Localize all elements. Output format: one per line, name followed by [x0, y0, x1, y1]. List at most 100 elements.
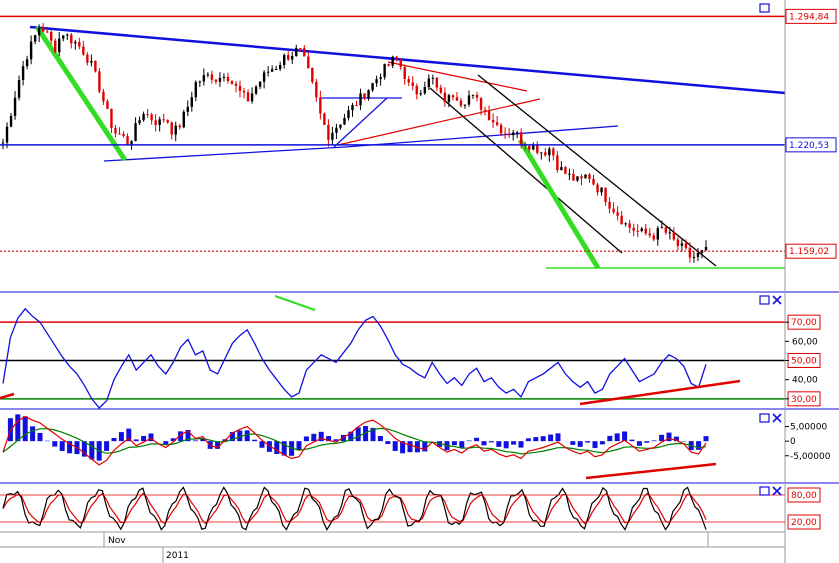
macd-histogram-bar: [496, 441, 502, 447]
candle-body: [162, 119, 165, 121]
candle-body: [186, 106, 189, 112]
macd-histogram-bar: [252, 439, 258, 442]
rsi-level-label: 70,00: [791, 318, 817, 328]
candle-body: [98, 71, 101, 92]
macd-histogram-bar: [355, 427, 361, 442]
macd-histogram-bar: [651, 440, 657, 442]
macd-histogram-bar: [451, 441, 457, 446]
price-level-box: [785, 137, 837, 153]
candle-body: [395, 56, 398, 60]
macd-histogram-bar: [148, 433, 154, 442]
candle-body: [238, 85, 242, 91]
candle-body: [41, 27, 45, 32]
candle-body: [198, 81, 202, 83]
candle-body: [640, 228, 643, 232]
macd-histogram-bar: [540, 436, 546, 442]
macd-histogram-bar: [533, 437, 539, 442]
macd-histogram-bar: [363, 426, 369, 442]
candle-body: [620, 215, 623, 225]
candle-body: [86, 54, 89, 63]
green-swing-2: [517, 138, 601, 270]
candle-body: [588, 174, 591, 179]
candle-body: [556, 155, 559, 170]
candle-body: [158, 119, 161, 125]
macd-histogram-bar: [281, 441, 287, 456]
candle-body: [467, 95, 471, 105]
candle-body: [515, 132, 519, 134]
panel-maximize-icon[interactable]: [759, 486, 770, 496]
candle-body: [1, 142, 5, 144]
candle-body: [21, 66, 25, 80]
resistance-trendline: [29, 25, 786, 95]
candle-body: [230, 80, 234, 84]
macd-histogram-bar: [636, 441, 642, 446]
candle-body: [327, 124, 330, 140]
macd-histogram-bar: [370, 427, 376, 442]
macd-tick-label: 0: [790, 437, 796, 447]
candle-body: [387, 64, 390, 66]
candle-body: [270, 69, 274, 72]
macd-histogram-bar: [666, 432, 672, 442]
panel-maximize-icon[interactable]: [759, 295, 770, 305]
stochastic-k-line: [2, 486, 707, 531]
macd-histogram-bar: [525, 438, 531, 442]
candle-body: [126, 136, 129, 145]
candle-body: [447, 95, 451, 103]
panel-close-icon[interactable]: [772, 295, 782, 305]
panel-maximize-icon[interactable]: [759, 3, 770, 13]
candle-body: [451, 95, 455, 98]
candle-body: [660, 227, 664, 229]
macd-histogram-bar: [126, 428, 132, 442]
macd-histogram-bar: [622, 431, 628, 442]
candle-body: [411, 82, 414, 86]
macd-histogram-bar: [607, 435, 613, 442]
candle-body: [672, 232, 676, 240]
price-level-box: [785, 8, 837, 24]
candle-body: [319, 97, 322, 114]
candle-body: [536, 145, 539, 153]
macd-histogram-bar: [326, 436, 332, 442]
candle-body: [499, 124, 503, 134]
candle-body: [13, 97, 17, 116]
candle-body: [592, 178, 595, 185]
candle-body: [431, 77, 435, 79]
candle-body: [419, 93, 422, 95]
candle-body: [355, 105, 358, 107]
candle-body: [347, 110, 350, 118]
candle-body: [254, 86, 258, 94]
macd-histogram-bar: [437, 441, 443, 447]
macd-histogram-bar: [474, 437, 480, 442]
macd-histogram-bar: [614, 433, 620, 442]
macd-histogram-bar: [52, 441, 58, 447]
candle-body: [94, 60, 97, 72]
macd-histogram-bar: [407, 441, 413, 453]
candle-body: [688, 247, 692, 258]
macd-histogram-bar: [673, 436, 679, 442]
macd-histogram-bar: [237, 430, 243, 442]
candle-body: [532, 145, 535, 150]
macd-histogram-bar: [81, 441, 87, 457]
green-swing-1: [34, 25, 128, 162]
candle-body: [656, 228, 659, 240]
rsi-level-label: 30,00: [791, 395, 817, 405]
candle-body: [427, 78, 431, 88]
macd-histogram-bar: [178, 431, 184, 442]
macd-histogram-bar: [481, 441, 487, 446]
macd-histogram-bar: [59, 441, 65, 451]
macd-histogram-bar: [104, 441, 110, 451]
price-panel: 1.294,84 1.220,53 1.159,02: [0, 8, 837, 270]
candle-body: [399, 59, 402, 67]
price-level-label: 1.220,53: [789, 141, 829, 151]
candle-body: [258, 81, 262, 87]
panel-close-icon[interactable]: [772, 413, 782, 423]
rsi-tick-label: 60,00: [792, 337, 818, 347]
candle-body: [596, 184, 599, 193]
macd-histogram-bar: [659, 434, 665, 442]
macd-histogram-bar: [488, 441, 494, 443]
panel-maximize-icon[interactable]: [759, 413, 770, 423]
candle-body: [122, 133, 125, 137]
panel-close-icon[interactable]: [772, 486, 782, 496]
candle-body: [74, 41, 77, 44]
macd-histogram-bar: [555, 433, 561, 442]
